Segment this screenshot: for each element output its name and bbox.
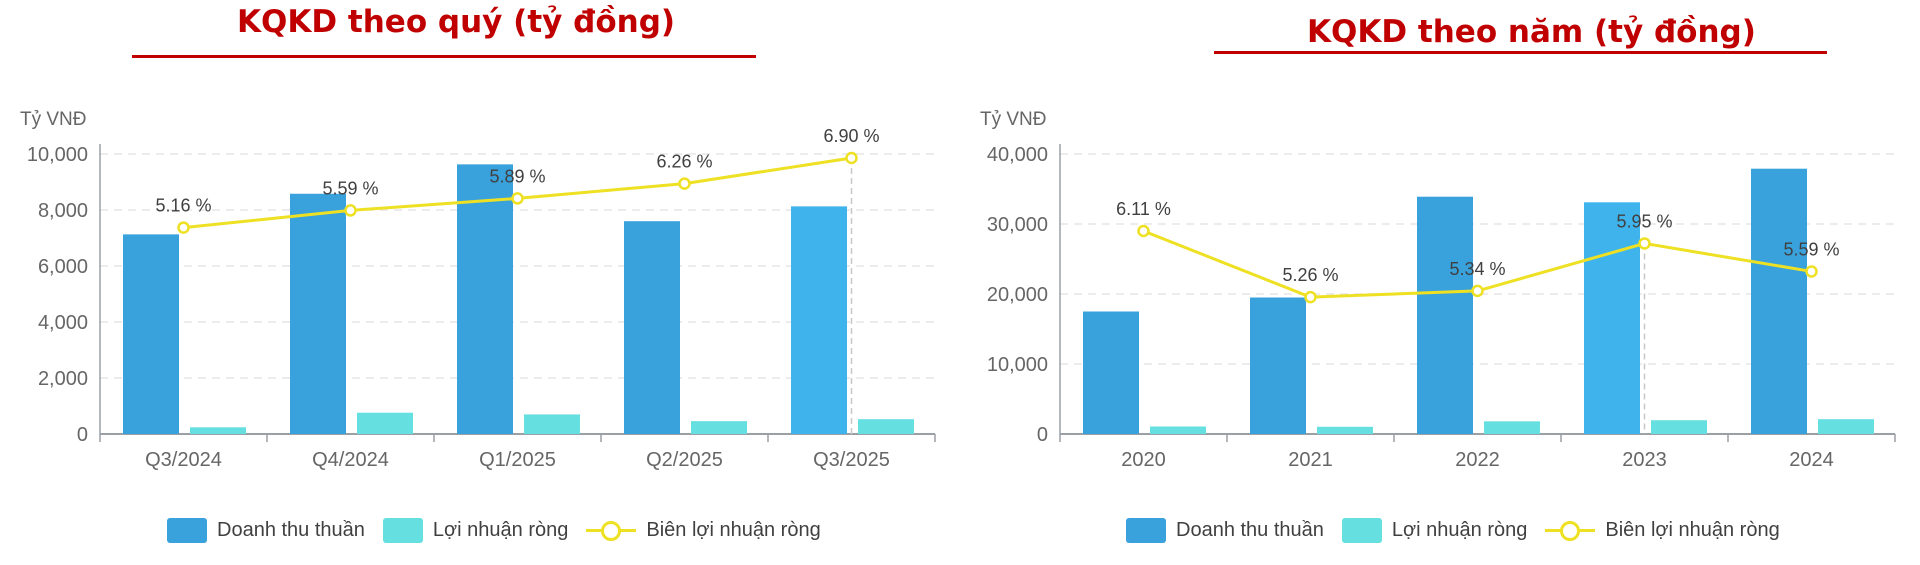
revenue-bar (1584, 202, 1640, 434)
revenue-bar (457, 164, 513, 435)
yearly-title-underline (1214, 51, 1827, 54)
quarterly-chart: Tỷ VNĐ 0 2,000 4,000 6,000 8,000 10,000 Q3/2024… (20, 109, 936, 471)
margin-point (1805, 265, 1818, 278)
legend-item-revenue[interactable]: Doanh thu thuần (167, 518, 365, 543)
margin-point (1638, 237, 1651, 250)
x-tick-label: Q3/2025 (813, 449, 890, 471)
profit-bar (1651, 420, 1707, 434)
yearly-chart: Tỷ VNĐ 0 10,000 20,000 30,000 40,000 2020 2021 2… (980, 109, 1896, 471)
quarterly-legend: Doanh thu thuần Lợi nhuận ròng Biên lợi … (167, 518, 839, 543)
margin-point (845, 151, 858, 165)
y-tick-label: 4,000 (38, 312, 88, 334)
legend-swatch-profit (1341, 518, 1382, 543)
y-tick-label: 6,000 (38, 256, 88, 278)
legend-item-margin[interactable]: Biên lợi nhuận ròng (1545, 518, 1780, 543)
revenue-bar (624, 221, 680, 434)
x-tick-label: Q2/2025 (646, 449, 723, 471)
y-tick-label: 10,000 (27, 144, 88, 166)
yearly-chart-title: KQKD theo năm (tỷ đồng) (1307, 14, 1756, 50)
x-tick-label: Q1/2025 (479, 449, 556, 471)
margin-data-label: 5.59 % (1783, 239, 1839, 259)
x-tick-label: 2022 (1455, 449, 1500, 471)
margin-data-label: 5.59 % (322, 178, 378, 198)
legend-label-margin: Biên lợi nhuận ròng (1605, 519, 1780, 541)
y-axis-title: Tỷ VNĐ (20, 109, 87, 130)
revenue-bar (1751, 168, 1807, 434)
legend-label-profit: Lợi nhuận ròng (432, 519, 569, 541)
revenue-bar (290, 193, 346, 434)
x-tick-label: 2020 (1121, 449, 1166, 471)
revenue-bar (123, 234, 179, 434)
legend-label-revenue: Doanh thu thuần (217, 519, 365, 541)
x-tick-label: 2023 (1622, 449, 1667, 471)
quarterly-chart-title: KQKD theo quý (tỷ đồng) (237, 4, 676, 40)
legend-label-revenue: Doanh thu thuần (1176, 519, 1324, 541)
margin-point (678, 177, 691, 190)
profit-bar (1150, 426, 1206, 434)
profit-bar (524, 414, 580, 434)
legend-label-profit: Lợi nhuận ròng (1391, 519, 1528, 541)
legend-item-margin[interactable]: Biên lợi nhuận ròng (586, 518, 821, 543)
legend-item-profit[interactable]: Lợi nhuận ròng (1341, 518, 1528, 543)
margin-data-label: 5.95 % (1616, 211, 1672, 231)
margin-point (344, 204, 357, 217)
yearly-panel: KQKD theo năm (tỷ đồng) Tỷ VNĐ 0 10,000 20,… (960, 0, 1920, 565)
profit-bar (858, 419, 914, 434)
quarterly-title-underline (132, 55, 756, 58)
profit-bar (357, 412, 413, 434)
margin-point (511, 192, 524, 205)
x-tick-label: Q4/2024 (312, 449, 389, 471)
margin-data-label: 6.11 % (1116, 199, 1171, 219)
y-tick-label: 10,000 (987, 354, 1048, 376)
margin-point (1304, 290, 1317, 304)
margin-data-label: 5.34 % (1449, 259, 1505, 279)
quarterly-panel: KQKD theo quý (tỷ đồng) Tỷ VNĐ 0 2,000 4,00… (20, 4, 936, 543)
y-tick-label: 0 (77, 424, 88, 446)
profit-bar (691, 421, 747, 434)
margin-data-label: 6.26 % (656, 152, 712, 172)
legend-marker-margin (586, 518, 637, 543)
legend-label-margin: Biên lợi nhuận ròng (646, 519, 821, 541)
x-tick-label: Q3/2024 (145, 449, 222, 471)
y-tick-label: 30,000 (987, 214, 1048, 236)
x-tick-label: 2021 (1288, 449, 1333, 471)
y-axis-title: Tỷ VNĐ (980, 109, 1047, 130)
margin-data-label: 5.16 % (155, 196, 211, 216)
legend-swatch-revenue (1126, 518, 1166, 543)
yearly-legend: Doanh thu thuần Lợi nhuận ròng Biên lợi … (1126, 518, 1798, 543)
y-tick-label: 8,000 (38, 200, 88, 222)
y-tick-label: 2,000 (38, 368, 88, 390)
margin-data-label: 5.89 % (489, 166, 545, 186)
y-tick-label: 40,000 (987, 144, 1048, 166)
margin-point (1471, 284, 1484, 298)
profit-bar (1317, 426, 1373, 434)
profit-bar (1818, 419, 1874, 434)
profit-bar (1484, 421, 1540, 434)
legend-swatch-revenue (167, 518, 207, 543)
margin-data-label: 5.26 % (1282, 265, 1338, 285)
revenue-bar (1417, 196, 1473, 434)
margin-point (177, 221, 190, 234)
y-tick-label: 20,000 (987, 284, 1048, 306)
legend-item-revenue[interactable]: Doanh thu thuần (1126, 518, 1324, 543)
x-tick-label: 2024 (1789, 449, 1834, 471)
profit-bar (190, 427, 246, 434)
margin-data-label: 6.90 % (823, 126, 879, 146)
y-tick-label: 0 (1037, 424, 1048, 446)
legend-item-profit[interactable]: Lợi nhuận ròng (382, 518, 569, 543)
legend-marker-margin (1545, 518, 1596, 543)
margin-point (1137, 224, 1150, 238)
revenue-bar (1083, 311, 1139, 434)
legend-swatch-profit (382, 518, 423, 543)
revenue-bar (1250, 297, 1306, 434)
revenue-bar (791, 206, 847, 434)
